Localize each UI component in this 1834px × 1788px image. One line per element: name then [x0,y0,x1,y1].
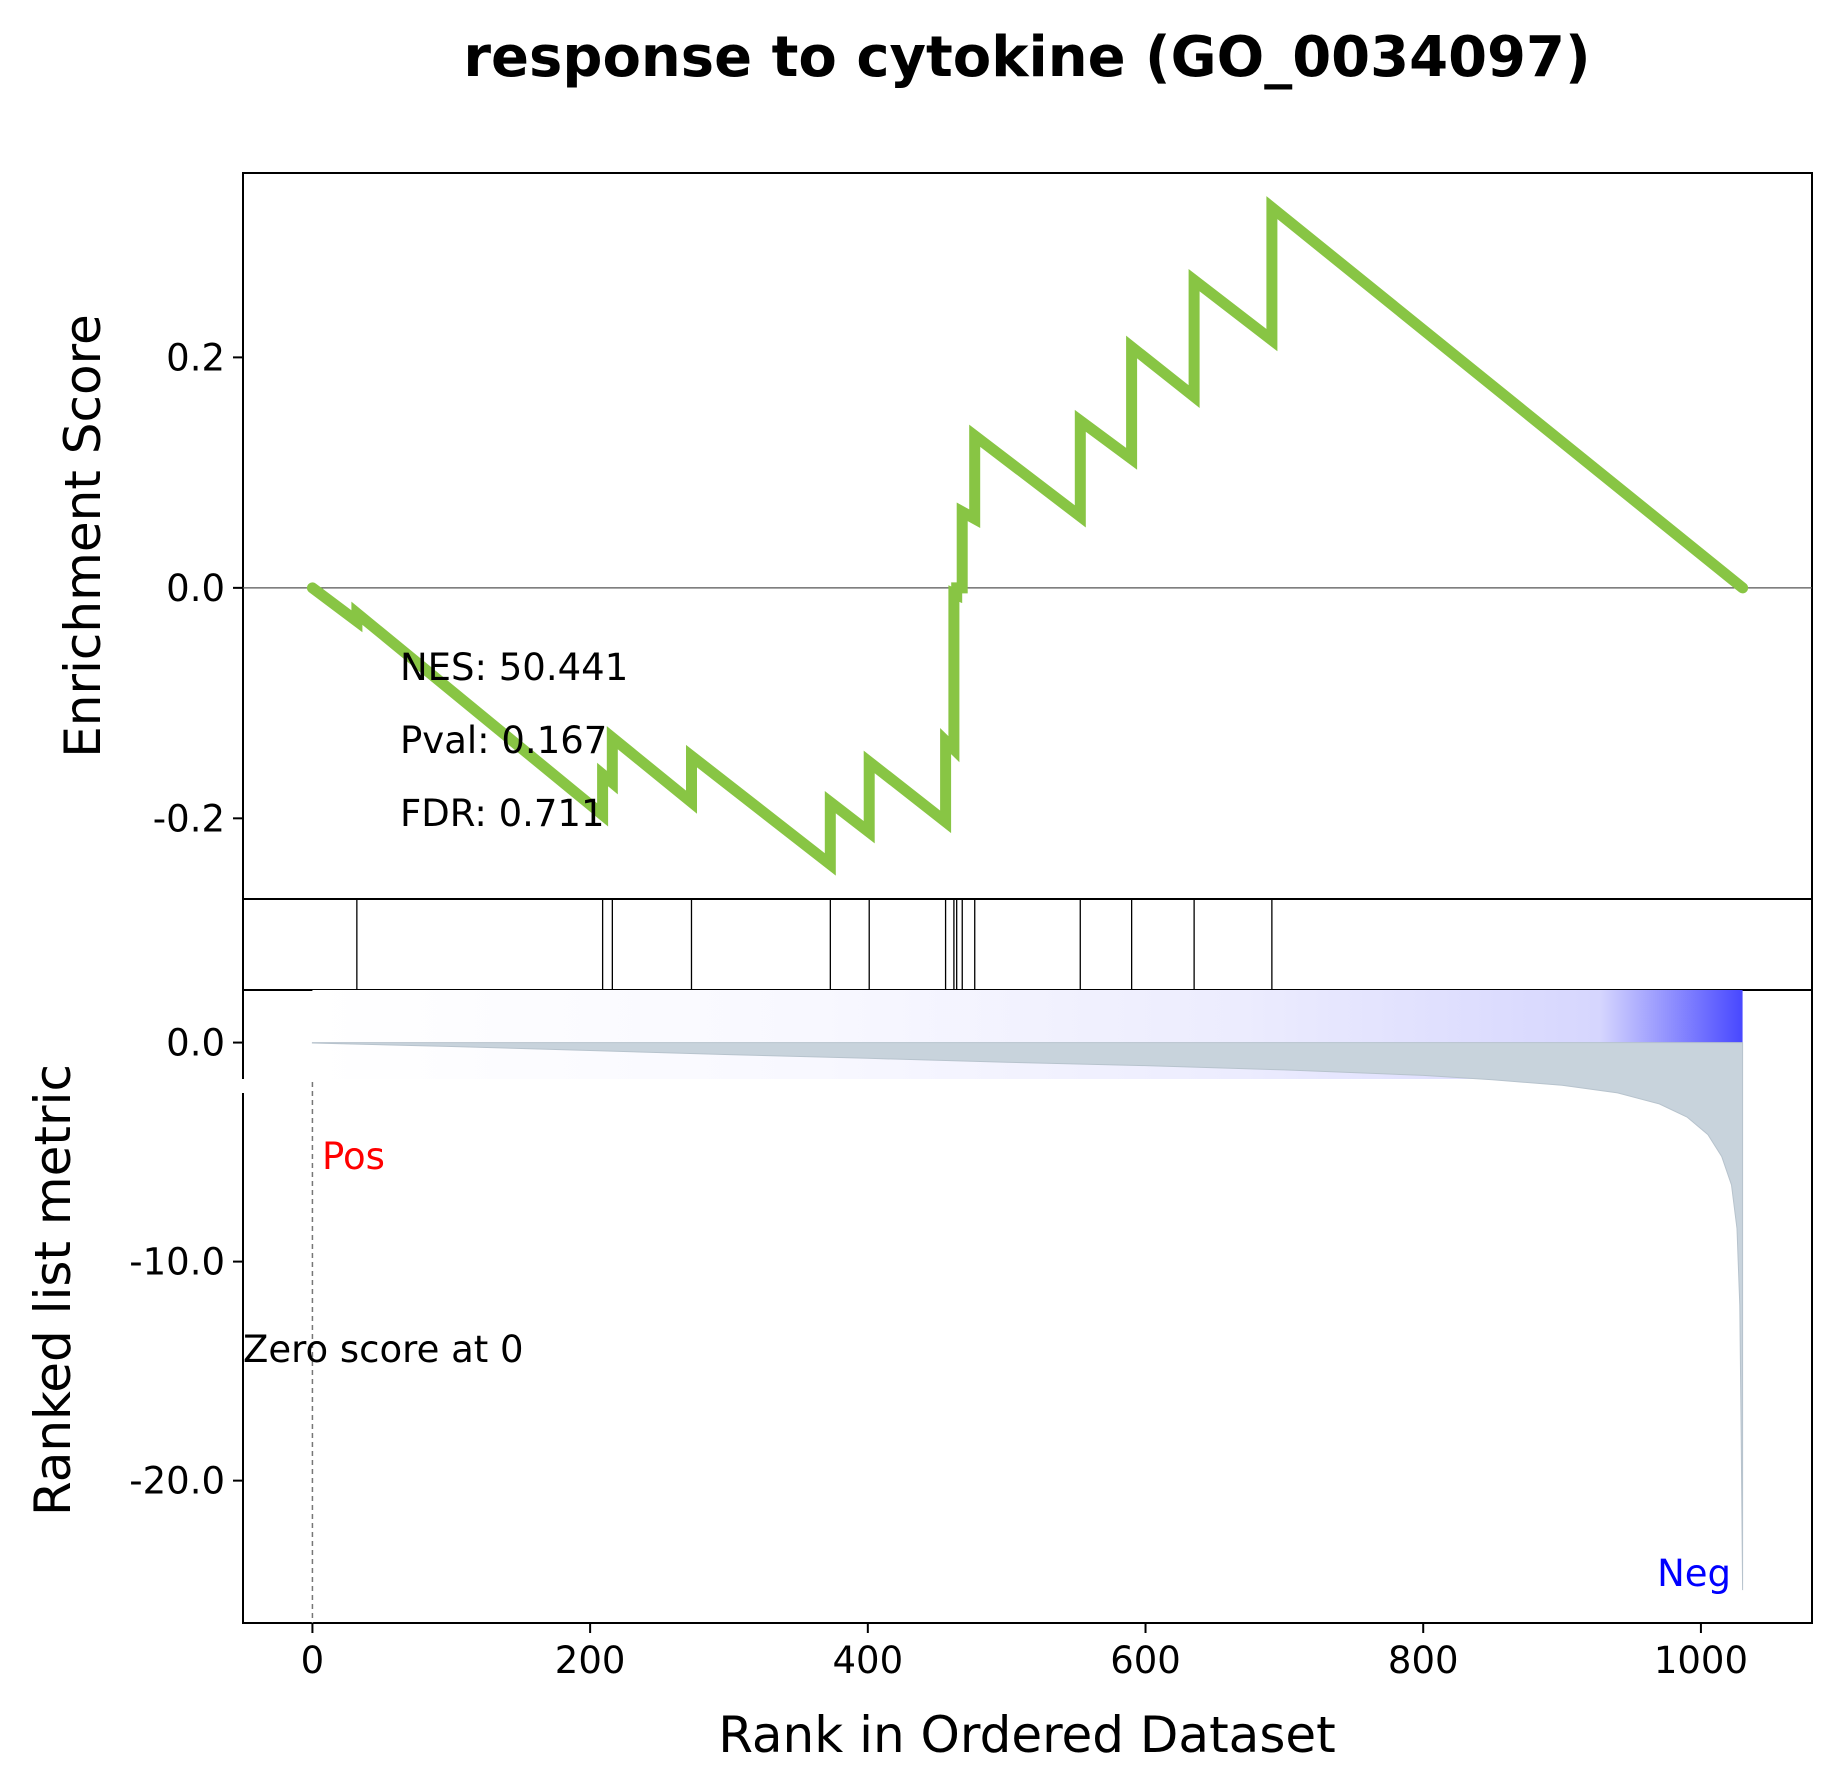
chart-title: response to cytokine (GO_0034097) [463,25,1590,90]
zero-score-label: Zero score at 0 [243,1328,524,1371]
metric-y-tick-label: 0.0 [166,1022,225,1065]
es-stat-nes: NES: 50.441 [400,646,628,689]
hit-lines [356,899,1273,990]
neg-label: Neg [1657,1552,1731,1595]
gradient-axis-gap [240,1079,246,1093]
es-line [306,196,1749,876]
x-axis-ticks: 0 200 400 600 800 1000 [301,1623,1748,1682]
hits-panel-frame [242,898,1813,991]
metric-y-tick-label: -20.0 [129,1460,225,1503]
metric-y-tick-label: -10.0 [129,1241,225,1284]
hits-panel [242,898,1813,991]
es-y-tick-label: 0.2 [166,336,225,379]
metric-panel: 0.0 -10.0 -20.0 Pos Neg Zero score at 0 Ra… [24,989,1813,1624]
x-axis-label: Rank in Ordered Dataset [718,1706,1335,1764]
x-tick-label: 800 [1388,1639,1459,1682]
x-tick-label: 0 [301,1639,325,1682]
es-y-axis-label: Enrichment Score [54,314,112,758]
metric-y-ticks: 0.0 -10.0 -20.0 [129,1022,243,1503]
es-y-ticks: -0.2 0.0 0.2 [153,336,243,840]
es-y-tick-label: -0.2 [153,797,225,840]
es-y-tick-label: 0.0 [166,567,225,610]
x-tick-label: 1000 [1654,1639,1748,1682]
x-tick-label: 400 [833,1639,904,1682]
x-tick-label: 600 [1110,1639,1181,1682]
es-panel: -0.2 0.0 0.2 NES: 50.441 Pval: 0.167 FDR: … [54,172,1813,900]
metric-area [311,1042,1744,1591]
pos-label: Pos [322,1135,385,1178]
metric-y-axis-label: Ranked list metric [24,1064,82,1516]
es-stat-pval: Pval: 0.167 [400,719,607,762]
es-stat-fdr: FDR: 0.711 [400,792,605,835]
x-tick-label: 200 [555,1639,626,1682]
es-panel-frame [242,172,1813,900]
